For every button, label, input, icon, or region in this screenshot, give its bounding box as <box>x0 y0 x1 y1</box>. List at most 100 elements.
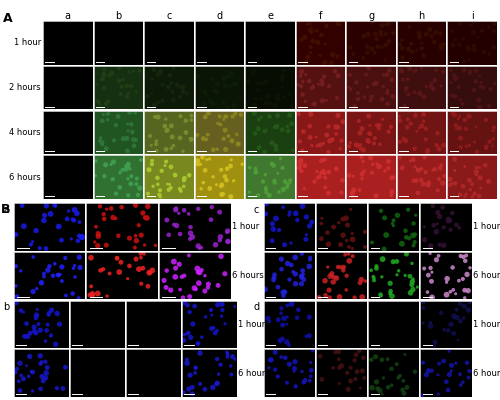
Point <box>164 84 172 91</box>
Point <box>128 173 136 180</box>
Point <box>296 138 304 145</box>
Point <box>202 314 209 320</box>
Point <box>32 330 40 336</box>
Point <box>42 245 50 252</box>
Point <box>278 76 286 83</box>
Point <box>400 390 408 396</box>
Point <box>146 270 154 276</box>
Point <box>435 360 443 367</box>
Point <box>413 128 421 134</box>
Point <box>298 91 306 98</box>
Point <box>302 98 310 104</box>
Point <box>308 367 316 373</box>
Point <box>465 113 473 120</box>
Point <box>296 159 304 165</box>
Point <box>58 278 66 284</box>
Point <box>188 234 196 240</box>
Point <box>286 276 294 283</box>
Point <box>46 211 54 217</box>
Point <box>194 158 202 164</box>
Point <box>286 361 294 368</box>
Point <box>372 192 380 199</box>
Point <box>452 75 460 82</box>
Point <box>398 240 406 247</box>
Point <box>164 84 172 90</box>
Point <box>224 133 232 139</box>
Point <box>346 72 354 78</box>
Point <box>309 82 317 89</box>
Point <box>396 373 404 379</box>
Point <box>250 110 258 116</box>
Point <box>220 191 228 197</box>
Point <box>340 264 348 270</box>
Point <box>124 90 132 96</box>
Point <box>435 146 443 152</box>
Point <box>412 177 420 184</box>
Point <box>148 161 156 167</box>
Point <box>408 282 416 288</box>
Point <box>431 166 439 172</box>
Point <box>381 168 389 174</box>
Point <box>306 134 314 141</box>
Point <box>382 42 390 48</box>
Point <box>294 217 302 223</box>
Point <box>318 81 326 87</box>
Point <box>167 184 175 191</box>
Point <box>38 359 46 365</box>
Point <box>126 235 134 241</box>
Point <box>140 251 148 257</box>
Point <box>144 283 152 290</box>
Point <box>378 391 386 397</box>
Point <box>308 142 316 149</box>
Point <box>438 310 446 316</box>
Point <box>138 280 145 287</box>
Point <box>422 126 430 132</box>
Point <box>306 359 314 366</box>
Point <box>470 190 478 197</box>
Point <box>406 120 414 127</box>
Point <box>456 96 464 103</box>
Point <box>336 364 344 371</box>
Point <box>390 222 398 229</box>
Point <box>442 378 450 385</box>
Point <box>458 100 466 107</box>
Point <box>424 180 432 186</box>
Point <box>164 181 172 187</box>
Point <box>355 118 363 124</box>
Point <box>186 309 194 315</box>
Point <box>445 348 453 354</box>
Point <box>15 378 23 384</box>
Point <box>192 364 200 371</box>
Point <box>250 67 258 74</box>
Point <box>360 354 368 361</box>
Point <box>168 145 175 152</box>
Point <box>365 139 373 145</box>
Point <box>466 186 474 193</box>
Point <box>168 88 176 95</box>
Point <box>384 87 392 93</box>
Point <box>448 42 456 48</box>
Point <box>171 274 179 280</box>
Point <box>429 203 437 209</box>
Point <box>444 218 452 225</box>
Point <box>294 307 302 313</box>
Point <box>372 80 380 86</box>
Point <box>16 360 24 366</box>
Text: i: i <box>471 11 474 21</box>
Point <box>148 158 156 164</box>
Point <box>270 177 278 184</box>
Point <box>371 135 379 141</box>
Point <box>342 287 350 293</box>
Point <box>40 270 48 277</box>
Point <box>368 161 376 168</box>
Point <box>454 337 462 343</box>
Point <box>309 348 317 354</box>
Point <box>375 122 383 128</box>
Point <box>350 357 358 364</box>
Point <box>490 20 498 26</box>
Point <box>392 361 400 367</box>
Point <box>430 86 438 92</box>
Point <box>210 101 218 108</box>
Point <box>162 116 170 122</box>
Point <box>470 139 478 145</box>
